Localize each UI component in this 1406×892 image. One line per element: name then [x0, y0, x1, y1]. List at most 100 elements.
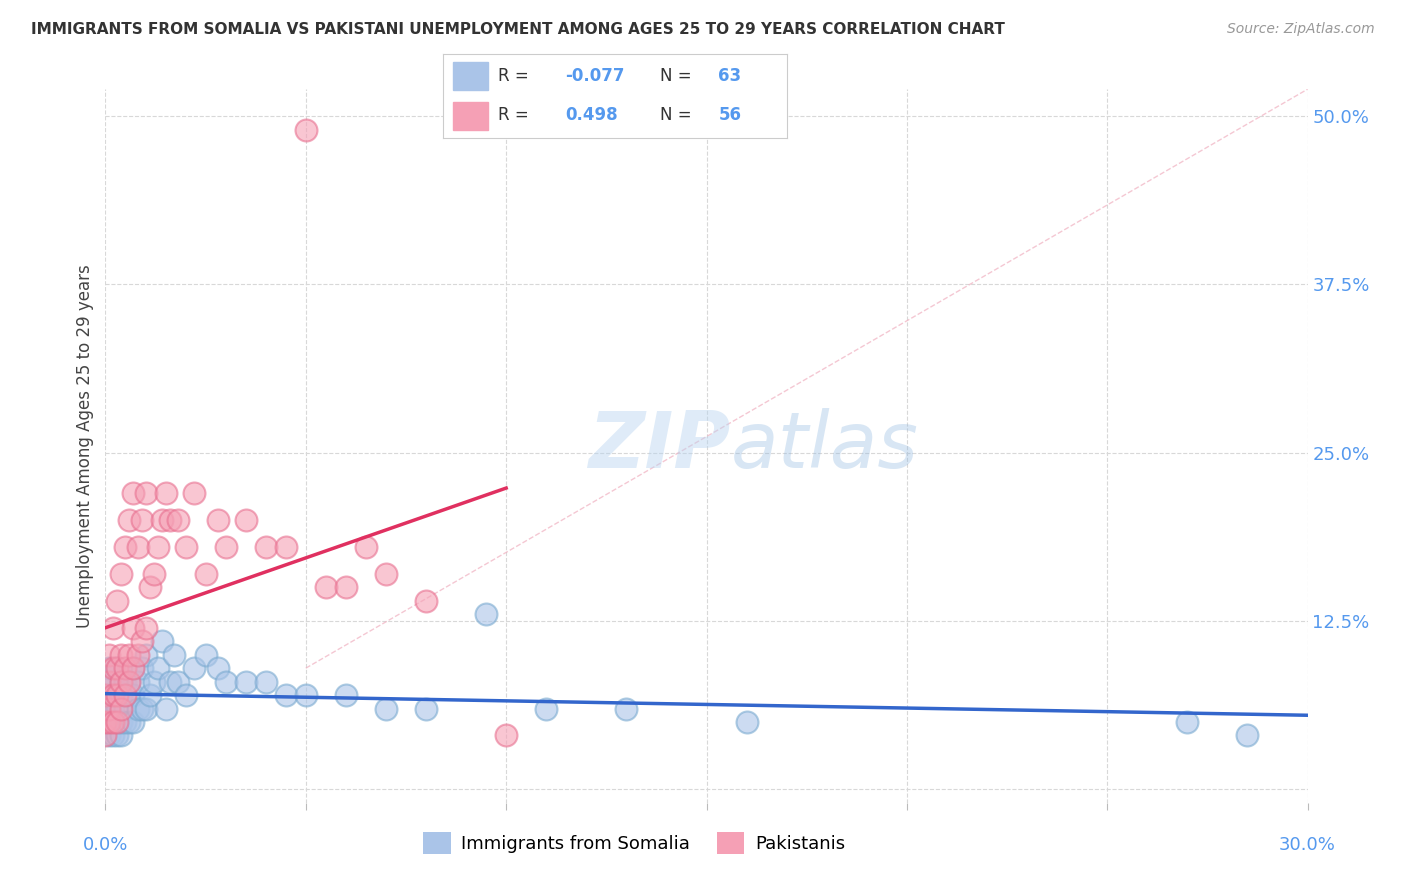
Point	[114, 701, 136, 715]
Point	[110, 648, 132, 662]
Point	[131, 701, 153, 715]
Point	[107, 714, 129, 729]
Point	[374, 701, 398, 715]
Point	[235, 513, 257, 527]
Point	[103, 701, 125, 715]
Point	[103, 621, 125, 635]
Text: N =: N =	[659, 68, 697, 86]
Point	[295, 122, 318, 136]
Point	[103, 714, 125, 729]
Point	[98, 729, 121, 743]
Point	[616, 701, 638, 715]
Point	[114, 540, 136, 554]
Point	[214, 674, 236, 689]
Point	[254, 540, 277, 554]
Point	[118, 714, 141, 729]
Point	[142, 674, 165, 689]
Point	[118, 688, 141, 702]
Point	[183, 661, 205, 675]
Point	[103, 661, 125, 675]
Point	[146, 540, 169, 554]
Point	[142, 566, 165, 581]
Point	[110, 674, 132, 689]
Point	[107, 729, 129, 743]
Text: ZIP: ZIP	[588, 408, 731, 484]
Point	[135, 621, 157, 635]
Point	[1177, 714, 1199, 729]
Point	[122, 661, 145, 675]
Point	[315, 580, 337, 594]
Point	[214, 540, 236, 554]
Point	[207, 661, 229, 675]
Point	[122, 621, 145, 635]
Point	[274, 540, 297, 554]
Point	[131, 513, 153, 527]
Point	[107, 688, 129, 702]
Point	[98, 661, 121, 675]
Point	[295, 688, 318, 702]
Text: 0.498: 0.498	[565, 106, 617, 124]
Point	[150, 634, 173, 648]
Point	[166, 674, 188, 689]
Point	[110, 729, 132, 743]
Point	[127, 540, 149, 554]
Point	[114, 674, 136, 689]
Point	[475, 607, 498, 622]
Point	[103, 729, 125, 743]
Text: R =: R =	[498, 106, 540, 124]
Point	[166, 513, 188, 527]
Point	[94, 714, 117, 729]
Point	[107, 701, 129, 715]
Point	[94, 714, 117, 729]
Text: 0.0%: 0.0%	[83, 837, 128, 855]
Text: N =: N =	[659, 106, 697, 124]
Point	[94, 729, 117, 743]
Point	[103, 714, 125, 729]
Point	[103, 688, 125, 702]
Point	[122, 688, 145, 702]
Text: Source: ZipAtlas.com: Source: ZipAtlas.com	[1227, 22, 1375, 37]
Legend: Immigrants from Somalia, Pakistanis: Immigrants from Somalia, Pakistanis	[416, 825, 852, 862]
Point	[103, 674, 125, 689]
Point	[127, 648, 149, 662]
Point	[98, 701, 121, 715]
Text: IMMIGRANTS FROM SOMALIA VS PAKISTANI UNEMPLOYMENT AMONG AGES 25 TO 29 YEARS CORR: IMMIGRANTS FROM SOMALIA VS PAKISTANI UNE…	[31, 22, 1005, 37]
Point	[254, 674, 277, 689]
Point	[146, 661, 169, 675]
Y-axis label: Unemployment Among Ages 25 to 29 years: Unemployment Among Ages 25 to 29 years	[76, 264, 94, 628]
Point	[135, 701, 157, 715]
Point	[94, 701, 117, 715]
Point	[135, 486, 157, 500]
Point	[107, 661, 129, 675]
FancyBboxPatch shape	[453, 62, 488, 90]
Point	[94, 674, 117, 689]
Text: 56: 56	[718, 106, 741, 124]
Point	[110, 701, 132, 715]
Point	[107, 714, 129, 729]
Point	[335, 688, 357, 702]
Point	[94, 688, 117, 702]
Point	[495, 729, 517, 743]
Point	[354, 540, 377, 554]
Text: R =: R =	[498, 68, 534, 86]
Point	[138, 688, 160, 702]
Point	[155, 486, 177, 500]
Point	[98, 688, 121, 702]
Point	[107, 594, 129, 608]
Point	[127, 701, 149, 715]
Text: -0.077: -0.077	[565, 68, 624, 86]
Point	[138, 580, 160, 594]
Point	[118, 648, 141, 662]
Point	[118, 674, 141, 689]
Point	[103, 688, 125, 702]
Point	[122, 661, 145, 675]
Point	[127, 674, 149, 689]
FancyBboxPatch shape	[453, 102, 488, 130]
Point	[174, 688, 197, 702]
Point	[735, 714, 758, 729]
Text: atlas: atlas	[731, 408, 918, 484]
Point	[118, 513, 141, 527]
Point	[207, 513, 229, 527]
Point	[162, 648, 184, 662]
Point	[131, 661, 153, 675]
